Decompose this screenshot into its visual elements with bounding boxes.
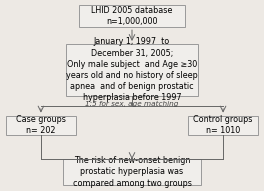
FancyBboxPatch shape	[63, 159, 201, 185]
Text: January 1, 1997  to
December 31, 2005;
Only male subject  and Age ≥30
years old : January 1, 1997 to December 31, 2005; On…	[66, 37, 198, 102]
Text: The risk of new-onset benign
prostatic hyperplasia was
compared among two groups: The risk of new-onset benign prostatic h…	[73, 156, 191, 188]
FancyBboxPatch shape	[79, 5, 185, 27]
Text: LHID 2005 database
n=1,000,000: LHID 2005 database n=1,000,000	[91, 6, 173, 26]
FancyBboxPatch shape	[6, 116, 76, 135]
Text: Control groups
n= 1010: Control groups n= 1010	[194, 115, 253, 135]
Text: 1:5 for sex, age matching: 1:5 for sex, age matching	[85, 101, 179, 107]
Text: Case groups
n= 202: Case groups n= 202	[16, 115, 66, 135]
FancyBboxPatch shape	[66, 44, 198, 96]
FancyBboxPatch shape	[188, 116, 258, 135]
